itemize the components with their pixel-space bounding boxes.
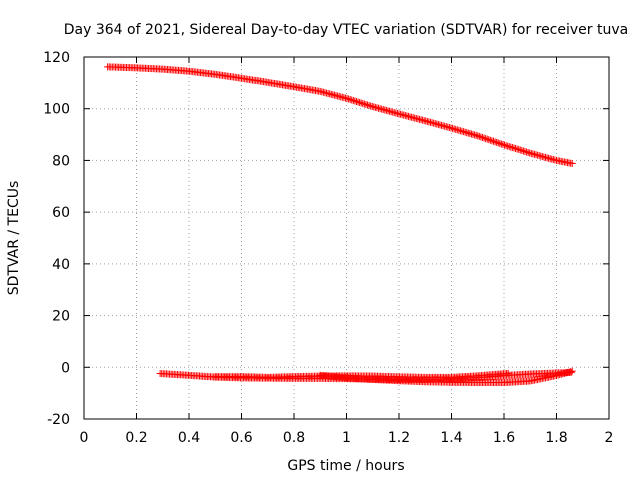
axis-ticks: 0 0.2 0.4 0.6 0.8 1 1.2 1.4 1.6 1.8 2 -20 0 20 40 60 80 1… [43, 50, 613, 446]
x-tick-label: 1.8 [545, 430, 567, 446]
data-point [499, 141, 507, 149]
x-tick-label: 0.2 [125, 430, 147, 446]
x-tick-label: 0.4 [178, 430, 200, 446]
y-tick-label: -20 [47, 412, 70, 428]
y-tick-label: 120 [43, 50, 70, 66]
data-point [475, 132, 483, 140]
y-axis-label: SDTVAR / TECUs [6, 181, 22, 296]
plot-frame [83, 56, 610, 420]
data-point [568, 160, 576, 168]
y-tick-label: 80 [52, 153, 70, 169]
data-point [477, 133, 485, 141]
data-point [474, 132, 482, 140]
data-point [480, 134, 488, 142]
y-tick-label: 100 [43, 102, 70, 118]
data-point [478, 133, 486, 141]
data-point [496, 139, 504, 147]
data-point [491, 138, 499, 146]
data-series [104, 63, 576, 387]
data-point [486, 136, 494, 144]
x-tick-label: 1.6 [493, 430, 515, 446]
series-4 [316, 367, 576, 387]
x-tick-label: 0.8 [283, 430, 305, 446]
data-point [485, 136, 493, 144]
data-point [568, 367, 576, 375]
data-point [504, 369, 512, 377]
y-tick-label: 60 [52, 205, 70, 221]
x-tick-label: 0.6 [230, 430, 252, 446]
data-point [482, 135, 490, 143]
data-point [493, 138, 501, 146]
data-point [497, 140, 505, 148]
x-tick-label: 1.2 [388, 430, 410, 446]
x-tick-label: 0 [80, 430, 89, 446]
series-1 [104, 63, 576, 168]
data-point [490, 137, 497, 145]
y-tick-label: 0 [61, 360, 70, 376]
chart-title: Day 364 of 2021, Sidereal Day-to-day VTE… [64, 22, 628, 38]
data-point [488, 137, 496, 145]
x-axis-label: GPS time / hours [287, 458, 404, 474]
x-tick-label: 2 [605, 430, 614, 446]
data-point [494, 139, 502, 147]
grid [84, 57, 609, 419]
y-tick-label: 40 [52, 257, 70, 273]
y-tick-label: 20 [52, 309, 70, 325]
x-tick-label: 1 [342, 430, 351, 446]
x-tick-label: 1.4 [440, 430, 462, 446]
data-point [483, 135, 491, 143]
